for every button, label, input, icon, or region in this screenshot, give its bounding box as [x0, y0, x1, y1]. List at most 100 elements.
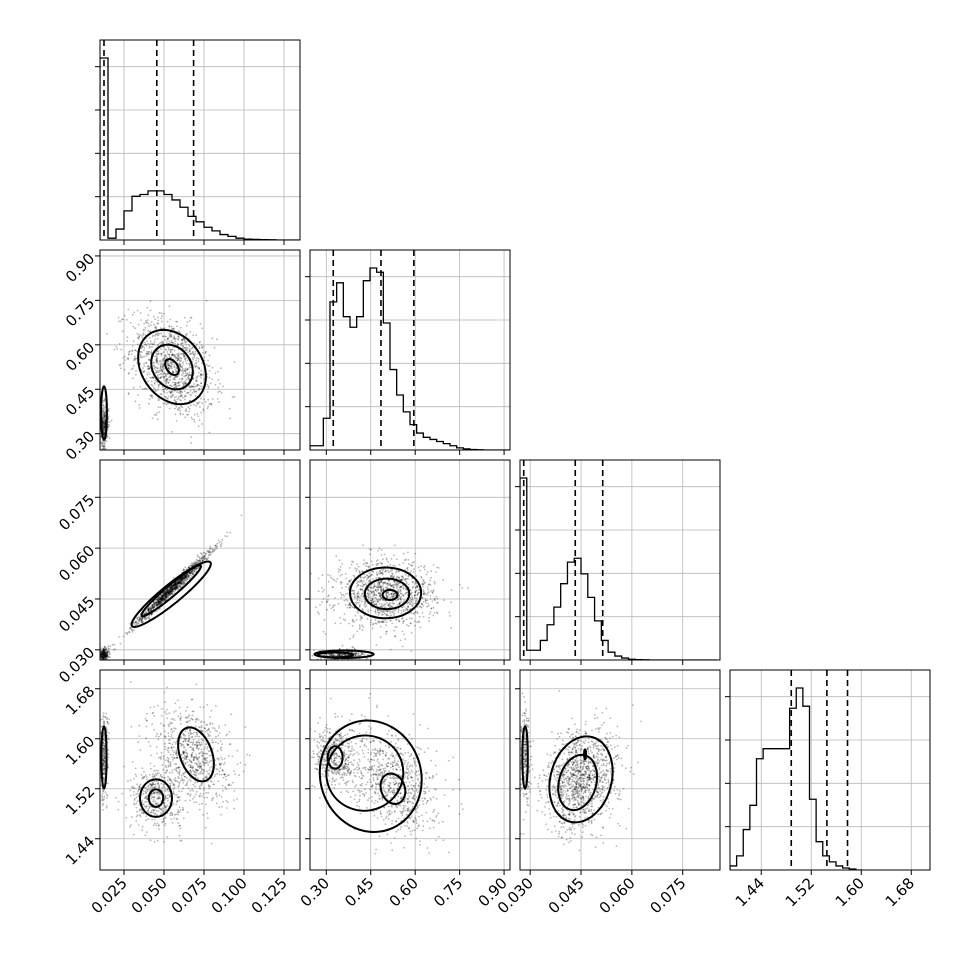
sample-point [139, 451, 141, 453]
sample-point [158, 601, 161, 604]
sample-point [209, 550, 211, 553]
sample-point [179, 362, 181, 365]
sample-point [164, 593, 167, 596]
sample-point [103, 413, 105, 416]
sample-point [374, 600, 376, 602]
sample-point [403, 599, 406, 601]
sample-point [168, 589, 171, 592]
sample-point [152, 782, 154, 785]
sample-point [105, 654, 107, 657]
sample-point [178, 587, 180, 589]
sample-point [408, 599, 411, 602]
sample-point [393, 602, 395, 605]
sample-point [407, 583, 410, 586]
sample-point [179, 585, 182, 588]
sample-point [170, 335, 173, 337]
sample-point [103, 444, 105, 447]
sample-point [163, 592, 166, 594]
sample-point [102, 658, 105, 660]
sample-point [367, 654, 369, 656]
sample-point [166, 380, 169, 382]
sample-point [393, 587, 395, 589]
sample-point [164, 808, 167, 811]
sample-point [126, 357, 129, 360]
sample-point [105, 654, 108, 657]
sample-point [171, 588, 174, 590]
sample-point [200, 382, 202, 384]
sample-point [165, 807, 167, 809]
sample-point [150, 321, 153, 323]
sample-point [386, 610, 389, 613]
sample-point [140, 793, 143, 796]
sample-point [406, 567, 408, 570]
sample-point [189, 576, 192, 579]
sample-point [397, 599, 399, 601]
sample-point [135, 796, 138, 799]
sample-point [163, 591, 166, 593]
sample-point [159, 600, 161, 603]
sample-point [165, 380, 168, 383]
sample-point [349, 604, 352, 607]
sample-point [198, 388, 201, 390]
sample-point [169, 367, 172, 369]
sample-point [375, 603, 378, 605]
sample-point [157, 797, 160, 800]
sample-point [427, 583, 430, 586]
sample-point [180, 394, 183, 396]
sample-point [206, 549, 209, 552]
sample-point [350, 661, 352, 663]
sample-point [369, 580, 371, 582]
sample-point [380, 554, 383, 556]
sample-point [160, 317, 163, 320]
sample-point [168, 379, 171, 382]
sample-point [102, 656, 105, 659]
sample-point [168, 340, 171, 343]
sample-point [412, 602, 414, 605]
sample-point [157, 598, 160, 601]
sample-point [361, 588, 363, 591]
sample-point [172, 803, 175, 805]
sample-point [172, 585, 175, 587]
sample-point [147, 810, 149, 812]
sample-point [179, 331, 181, 334]
sample-point [348, 662, 350, 664]
sample-point [104, 651, 107, 654]
sample-point [164, 596, 167, 598]
sample-point [181, 580, 184, 582]
sample-point [348, 603, 351, 606]
sample-point [384, 603, 387, 606]
contour-line [381, 588, 399, 602]
sample-point [162, 785, 165, 787]
sample-point [169, 378, 172, 381]
sample-point [157, 369, 159, 372]
sample-point [357, 591, 360, 593]
sample-point [229, 417, 232, 420]
sample-point [199, 559, 202, 562]
sample-point [164, 591, 167, 594]
sample-point [355, 603, 357, 606]
sample-point [388, 603, 391, 605]
sample-point [153, 791, 156, 794]
sample-point [189, 571, 191, 574]
sample-point [348, 606, 351, 609]
sample-point [424, 565, 426, 567]
sample-point [105, 655, 108, 658]
sample-point [166, 804, 169, 807]
sample-point [133, 787, 136, 790]
sample-point [135, 620, 138, 623]
sample-point [165, 766, 168, 769]
sample-point [188, 371, 191, 374]
sample-point [178, 584, 181, 587]
sample-point [166, 588, 169, 591]
sample-point [176, 581, 179, 584]
sample-point [169, 587, 172, 589]
sample-point [357, 565, 360, 568]
sample-point [422, 589, 424, 592]
sample-point [159, 406, 162, 409]
sample-point [159, 393, 162, 396]
sample-point [184, 396, 186, 398]
sample-point [122, 635, 125, 638]
sample-point [103, 418, 106, 421]
sample-point [185, 324, 188, 327]
sample-point [102, 651, 105, 654]
